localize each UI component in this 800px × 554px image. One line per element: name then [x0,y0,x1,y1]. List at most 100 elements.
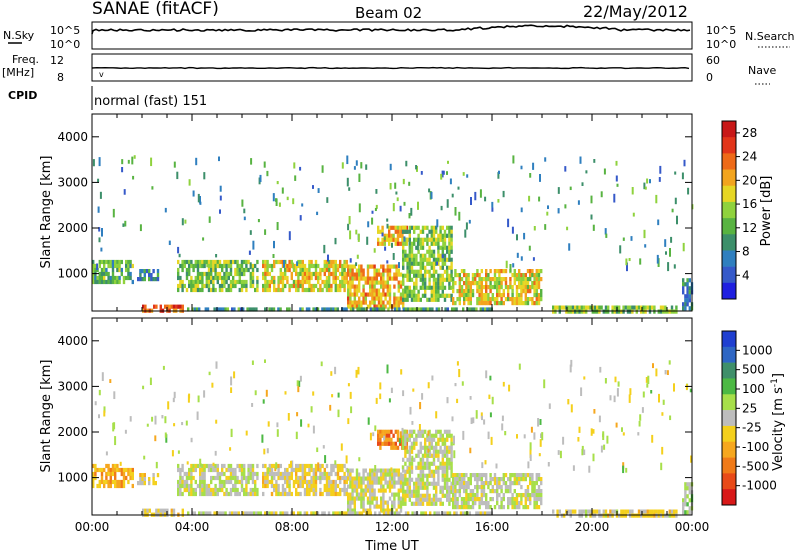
colorbar-segment [722,234,736,251]
colorbar-segment [722,346,736,363]
cpid-text: normal (fast) 151 [94,94,207,109]
echo-region [92,259,134,285]
colorbar-segment [722,410,736,427]
colorbar-segment [722,378,736,395]
station-title: SANAE (fitACF) [92,0,219,19]
y-tick-label: 3000 [57,175,88,189]
nsearch-tick-bottom: 10^0 [706,38,736,51]
echo-region [142,508,184,517]
colorbar-tick-label: -100 [742,440,769,454]
echo-region [92,463,134,489]
velocity-colorbar: 1000 500 100 25 -25 -100 -500 -1000 [721,330,777,506]
x-tick-label: 20:00 [575,520,610,534]
power-colorbar: 4 8 12 16 20 24 28 [721,120,757,300]
velocity-y-axis: 1000 2000 3000 4000 [57,334,692,485]
colorbar-segment [722,201,736,219]
colorbar-segment [722,137,736,154]
nsky-tick-top: 10^5 [50,24,80,37]
colorbar-segment [722,153,736,170]
nsearch-tick-top: 10^5 [706,24,736,37]
echo-region [452,269,543,306]
freq-trace [91,66,690,70]
echo-region [347,264,405,309]
echo-region [552,509,678,518]
colorbar-segment [722,331,736,348]
colorbar-segment [722,250,736,267]
power-y-axis: 1000 2000 3000 4000 [57,130,692,281]
y-tick-label: 2000 [57,221,88,235]
beam-title: Beam 02 [355,4,422,22]
colorbar-segment [722,473,736,490]
y-tick-label: 4000 [57,334,88,348]
power-colorbar-label: Power [dB] [759,176,774,247]
nsky-tick-bottom: 10^0 [50,38,80,51]
velocity-colorbar-label: Velocity [m s-1] [770,373,786,471]
colorbar-frame [721,120,737,300]
y-tick-label: 3000 [57,379,88,393]
echo-region [347,468,405,513]
echo-region [142,304,184,313]
colorbar-segment [722,282,736,300]
colorbar-tick-label: 4 [742,268,750,282]
echo-region [137,473,160,486]
echo-region [402,429,453,506]
y-tick-label: 1000 [57,267,88,281]
echo-region [552,305,678,314]
velocity-x-axis: 00:00 04:00 08:00 12:00 16:00 20:00 00:00 [75,318,710,534]
colorbar-tick-label: 24 [742,150,757,164]
colorbar-segment [722,394,736,411]
colorbar-tick-label: -1000 [742,479,777,493]
velocity-y-label: Slant Range [km] [39,360,54,473]
echo-region [262,259,348,293]
colorbar-frame [721,330,737,506]
echo-region [377,225,408,246]
x-tick-label: 08:00 [275,520,310,534]
colorbar-segment [722,121,736,138]
colorbar-segment [722,457,736,474]
velocity-data-layer [92,359,694,518]
date-title: 22/May/2012 [583,2,688,21]
colorbar-tick-label: 28 [742,126,757,140]
echo-region [402,225,453,302]
echo-region [452,473,543,510]
nsearch-label: N.Search [745,30,795,43]
x-tick-label: 00:00 [675,520,710,534]
power-data-layer [92,155,694,314]
colorbar-tick-label: -25 [742,421,762,435]
freq-label: Freq. [12,53,39,66]
x-axis-label: Time UT [364,539,418,554]
echo-region [137,269,160,282]
x-tick-label: 12:00 [375,520,410,534]
y-tick-label: 4000 [57,130,88,144]
colorbar-tick-label: 16 [742,197,757,211]
sparse-echoes [94,359,693,475]
colorbar-tick-label: 500 [742,363,765,377]
power-x-ticks [91,114,693,311]
colorbar-tick-label: 20 [742,173,757,187]
colorbar-segment [722,266,736,284]
cpid-label: CPID [8,89,37,102]
x-tick-label: 00:00 [75,520,110,534]
colorbar-segment [722,169,736,187]
colorbar-tick-label: 8 [742,245,750,259]
colorbar-tick-label: 1000 [742,343,773,357]
nsky-label: N.Sky [3,29,35,42]
echo-region [262,463,348,497]
y-tick-label: 2000 [57,425,88,439]
colorbar-segment [722,425,736,443]
colorbar-tick-label: -500 [742,459,769,473]
y-tick-label: 1000 [57,471,88,485]
x-tick-label: 16:00 [475,520,510,534]
colorbar-tick-label: 12 [742,221,757,235]
nave-tick-top: 60 [706,54,720,67]
echo-region [177,259,259,293]
power-y-label: Slant Range [km] [39,156,54,269]
colorbar-segment [722,185,736,203]
colorbar-segment [722,362,736,379]
nave-tick-bottom: 0 [706,71,713,84]
echo-region [177,463,259,497]
freq-marker: v [99,70,104,79]
nave-label: Nave [748,64,776,77]
nsky-trace [91,24,691,35]
